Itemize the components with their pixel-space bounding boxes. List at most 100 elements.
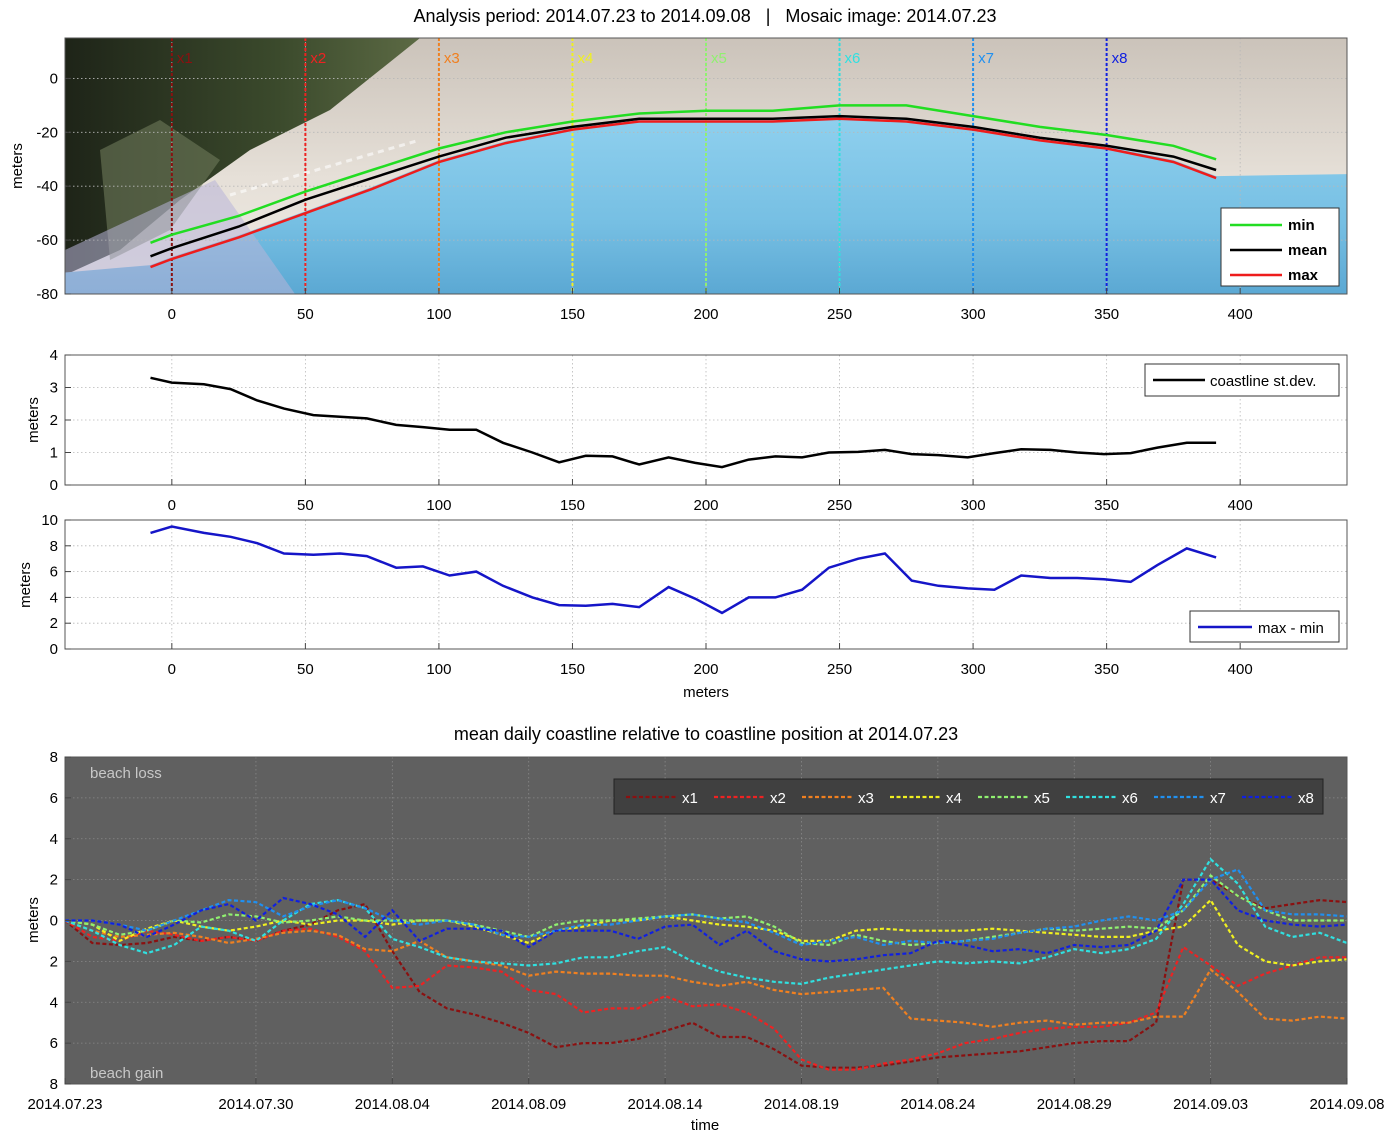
- panel1-x-tick-label: 100: [426, 306, 451, 323]
- panel2-x-tick-label: 250: [827, 497, 852, 514]
- transect-label-x6: x6: [845, 50, 861, 67]
- legend-label-x4: x4: [946, 790, 962, 807]
- legend-label-x5: x5: [1034, 790, 1050, 807]
- series-x5-line: [65, 873, 1347, 947]
- panel1-x-tick-label: 50: [297, 306, 314, 323]
- legend-label-mean: mean: [1288, 242, 1327, 259]
- series-stdev-line: [150, 376, 1217, 469]
- panel4-x-tick-label: 2014.08.19: [764, 1096, 839, 1113]
- panel4-y-tick-label: 8: [50, 749, 58, 766]
- series-mean-line: [150, 114, 1217, 258]
- panel1-ylabel: meters: [9, 143, 26, 189]
- transect-label-x5: x5: [711, 50, 727, 67]
- legend-label-x2: x2: [770, 790, 786, 807]
- panel3-x-tick-label: 400: [1228, 661, 1253, 678]
- panel3-x-tick-label: 350: [1094, 661, 1119, 678]
- panel1-x-tick-label: 200: [693, 306, 718, 323]
- panel3-ylabel: meters: [17, 562, 34, 608]
- panel4-ylabel: meters: [25, 897, 42, 943]
- panel4-x-tick-label: 2014.08.29: [1037, 1096, 1112, 1113]
- panel3-y-tick-label: 10: [41, 512, 58, 529]
- panel3-y-tick-label: 2: [50, 615, 58, 632]
- panel4-y-tick-label: 2: [50, 953, 58, 970]
- panel4-x-tick-label: 2014.08.09: [491, 1096, 566, 1113]
- transect-label-x1: x1: [177, 50, 193, 67]
- transect-label-x3: x3: [444, 50, 460, 67]
- panel3-x-tick-label: 200: [693, 661, 718, 678]
- panel4-xlabel: time: [691, 1117, 719, 1134]
- panel4-y-tick-label: 0: [50, 913, 58, 930]
- panel2-x-tick-label: 350: [1094, 497, 1119, 514]
- panel4-x-tick-label: 2014.08.04: [355, 1096, 430, 1113]
- panel1-y-tick-label: -80: [36, 286, 58, 303]
- panel1-x-tick-label: 400: [1228, 306, 1253, 323]
- legend-label-x6: x6: [1122, 790, 1138, 807]
- panel2-y-tick-label: 2: [50, 412, 58, 429]
- legend-label-max: max: [1288, 267, 1319, 284]
- panel1-x-tick-label: 250: [827, 306, 852, 323]
- panel1-x-tick-label: 150: [560, 306, 585, 323]
- panel2-legend: coastline st.dev.: [1144, 363, 1340, 397]
- panel2-y-tick-label: 1: [50, 445, 58, 462]
- panel1-y-tick-label: -40: [36, 178, 58, 195]
- transect-label-x2: x2: [310, 50, 326, 67]
- panel2-y-tick-label: 4: [50, 347, 58, 364]
- legend-label-range: max - min: [1258, 620, 1324, 637]
- transect-label-x7: x7: [978, 50, 994, 67]
- series-x8-line: [65, 878, 1347, 963]
- panel1-y-tick-label: 0: [50, 70, 58, 87]
- panel4-y-tick-label: 4: [50, 831, 58, 848]
- panel4-x-tick-label: 2014.08.24: [900, 1096, 975, 1113]
- series-x2-line: [65, 919, 1347, 1071]
- panel2-x-tick-label: 0: [168, 497, 176, 514]
- transect-label-x8: x8: [1112, 50, 1128, 67]
- panel-coastline-mosaic: x1 x2 x3 x4 x5 x6 x7 x8 0 50 100 150 200 250 300 350 40…: [9, 37, 1348, 323]
- panel2-x-tick-label: 150: [560, 497, 585, 514]
- panel4-y-tick-label: 4: [50, 994, 58, 1011]
- legend-label-x3: x3: [858, 790, 874, 807]
- panel3-y-tick-label: 8: [50, 538, 58, 555]
- panel-stdev: 0 50 100 150 200 250 300 350 400 0 1 2 3 4 meters coa…: [25, 347, 1348, 514]
- panel3-legend: max - min: [1189, 610, 1340, 643]
- annotation-beach-gain: beach gain: [90, 1065, 163, 1082]
- series-min-line: [150, 104, 1217, 244]
- series-x4-line: [65, 898, 1347, 967]
- panel3-x-tick-label: 0: [168, 661, 176, 678]
- panel2-y-tick-label: 3: [50, 380, 58, 397]
- panel1-x-tick-label: 300: [961, 306, 986, 323]
- panel4-y-tick-label: 2: [50, 872, 58, 889]
- panel4-x-tick-label: 2014.09.08: [1309, 1096, 1384, 1113]
- panel3-x-tick-label: 300: [961, 661, 986, 678]
- panel1-x-tick-label: 350: [1094, 306, 1119, 323]
- panel1-y-tick-label: -60: [36, 232, 58, 249]
- panel3-y-tick-label: 6: [50, 564, 58, 581]
- panel2-x-tick-label: 300: [961, 497, 986, 514]
- legend-label-x7: x7: [1210, 790, 1226, 807]
- panel-range: 0 50 100 150 200 250 300 350 400 0 2 4 6 8 10 meters m…: [17, 512, 1348, 701]
- panel4-title: mean daily coastline relative to coastli…: [454, 724, 958, 744]
- panel2-y-tick-label: 0: [50, 477, 58, 494]
- panel3-x-tick-label: 250: [827, 661, 852, 678]
- panel3-y-tick-label: 4: [50, 589, 58, 606]
- panel4-y-tick-label: 6: [50, 1035, 58, 1052]
- panel4-y-tick-label: 8: [50, 1076, 58, 1093]
- panel2-ylabel: meters: [25, 397, 42, 443]
- figure-title: Analysis period: 2014.07.23 to 2014.09.0…: [413, 6, 996, 26]
- series-range-line: [150, 525, 1217, 615]
- panel2-x-tick-label: 50: [297, 497, 314, 514]
- legend-label-stdev: coastline st.dev.: [1210, 373, 1316, 390]
- panel3-y-tick-label: 0: [50, 641, 58, 658]
- transect-label-x4: x4: [577, 50, 593, 67]
- panel2-x-tick-label: 400: [1228, 497, 1253, 514]
- panel3-x-tick-label: 50: [297, 661, 314, 678]
- panel4-x-tick-label: 2014.07.30: [218, 1096, 293, 1113]
- panel2-x-tick-label: 200: [693, 497, 718, 514]
- series-x3-line: [65, 919, 1347, 1028]
- legend-label-x1: x1: [682, 790, 698, 807]
- panel3-x-tick-label: 150: [560, 661, 585, 678]
- panel3-x-tick-label: 100: [426, 661, 451, 678]
- panel3-xlabel: meters: [683, 684, 729, 701]
- series-x6-line: [65, 857, 1347, 986]
- panel4-x-tick-label: 2014.08.14: [628, 1096, 703, 1113]
